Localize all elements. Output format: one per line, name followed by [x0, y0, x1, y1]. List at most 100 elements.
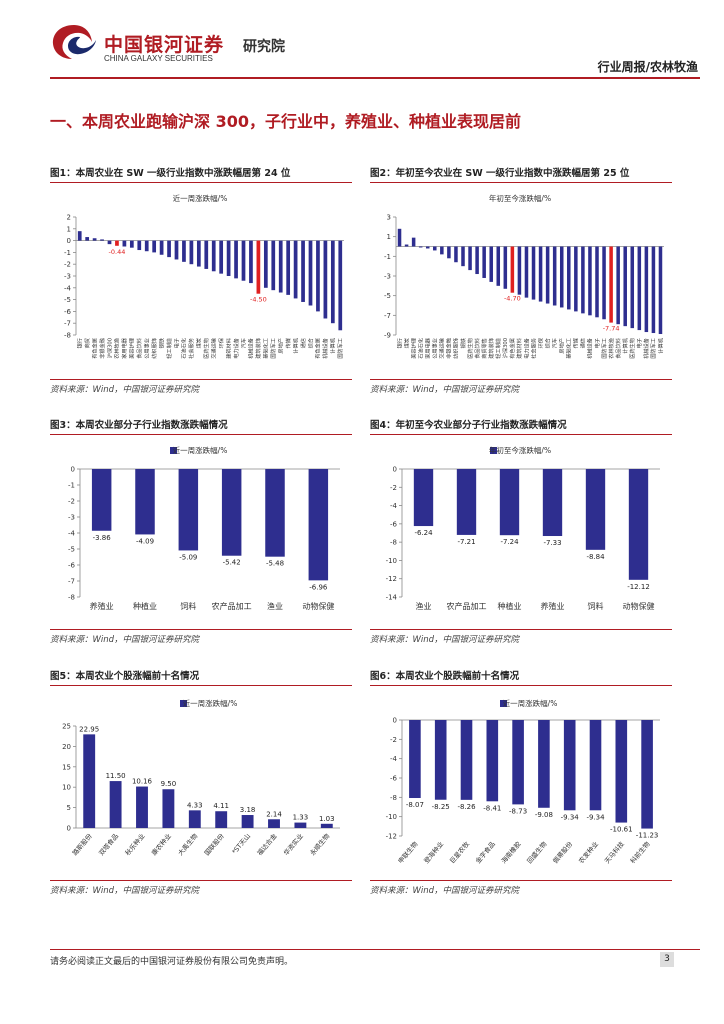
data-label: -8.73: [509, 807, 527, 815]
page-header: 中国银河证券 CHINA GALAXY SECURITIES 研究院 行业周报/…: [0, 0, 724, 80]
bar: [595, 246, 599, 318]
bar: [256, 240, 261, 294]
report-type: 行业周报/农林牧渔: [597, 60, 698, 74]
header-divider: [50, 77, 700, 79]
category-label: 农林牧渔: [113, 338, 121, 359]
bar: [589, 720, 602, 811]
bar: [644, 246, 649, 333]
bar: [215, 811, 228, 828]
data-label: -5.48: [266, 560, 284, 568]
bar: [489, 246, 493, 282]
y-tick-label: -7: [384, 312, 391, 320]
bar: [637, 246, 642, 331]
y-tick-label: -3: [384, 273, 391, 281]
y-tick-label: 3: [387, 214, 391, 222]
bar: [460, 720, 473, 800]
category-label: 基础化工: [262, 338, 270, 359]
y-tick-label: -7: [64, 320, 71, 328]
bar: [268, 819, 280, 828]
category-label: 沪深300: [501, 338, 509, 358]
category-label: 社会服务: [529, 338, 537, 359]
bar: [226, 240, 231, 276]
category-label: 医药生物: [202, 338, 210, 359]
bar: [588, 246, 592, 316]
data-label: -10.61: [610, 826, 633, 834]
chart-4: 年初至今涨跌幅/% 0 -2 -4 -6 -8 -10 -12 -14 渔业 -6.24 农产品加工 -…: [386, 445, 660, 611]
category-label: 回盛生物: [525, 839, 549, 865]
company-name-cn: 中国银河证券: [104, 34, 225, 56]
data-label: -3.86: [93, 534, 112, 542]
data-label: -8.84: [586, 553, 605, 561]
bar: [107, 240, 112, 245]
bar: [136, 786, 148, 828]
bar: [162, 789, 175, 828]
category-label: 公用事业: [431, 338, 439, 359]
y-tick-label: -8: [64, 332, 71, 340]
category-label: 通信: [299, 338, 307, 348]
bar: [447, 246, 451, 259]
category-label: 农林牧渔: [607, 338, 615, 359]
category-label: 永顺生物: [308, 831, 332, 857]
category-label: 动物保健: [302, 601, 334, 611]
category-label: 天马科技: [602, 839, 626, 865]
bar: [482, 246, 486, 278]
category-label: 农产品加工: [447, 601, 487, 611]
y-tick-label: 1: [387, 233, 391, 241]
category-label: 电子: [593, 338, 601, 348]
category-label: 社会服务: [187, 338, 195, 359]
bar: [122, 240, 127, 247]
figure-source: 资料来源：Wind，中国银河证券研究院: [50, 629, 352, 645]
y-tick-label: 5: [67, 804, 71, 812]
y-tick-label: -6: [68, 562, 76, 570]
y-tick-label: 20: [62, 743, 71, 751]
legend-label: 近一周涨跌幅/%: [183, 698, 238, 708]
bar: [301, 240, 305, 302]
category-label: 国联股份: [202, 831, 226, 857]
category-label: 有色金属: [508, 338, 516, 359]
y-tick-label: 0: [71, 466, 75, 474]
company-name-en: CHINA GALAXY SECURITIES: [104, 54, 213, 63]
chart-2: 年初至今涨跌幅/% 3 1 -1 -3 -5 -7 -9 银行 煤炭 美容护理 石油石化 家用电器 公用事…: [384, 193, 664, 359]
category-label: 国防军工: [600, 338, 608, 359]
bar: [503, 246, 508, 289]
bar: [159, 240, 164, 255]
category-label: 饲料: [588, 601, 604, 611]
category-label: 家用电器: [120, 337, 128, 359]
category-label: 养殖业: [541, 601, 565, 611]
y-tick-label: -8: [390, 794, 397, 802]
y-tick-label: -4: [68, 530, 76, 538]
figure-title: 图4：年初至今农业部分子行业指数涨跌幅情况: [370, 419, 672, 435]
y-tick-label: -1: [384, 253, 391, 261]
category-label: 美容护理: [128, 337, 136, 359]
category-label: 海南橡胶: [499, 839, 523, 865]
y-tick-label: 0: [67, 237, 71, 245]
highlight-label: -7.74: [603, 325, 620, 333]
category-label: 综合: [306, 337, 314, 348]
bar: [468, 246, 472, 271]
y-tick-label: -1: [68, 482, 75, 490]
category-label: 机械设备: [586, 337, 594, 359]
category-label: 动物保健: [623, 601, 655, 611]
data-label: 4.33: [187, 801, 203, 809]
y-tick-label: 2: [67, 214, 71, 222]
data-label: -7.33: [543, 539, 561, 547]
category-label: 国防军工: [336, 338, 344, 359]
bar: [651, 246, 656, 334]
category-label: 建筑装饰: [487, 338, 495, 359]
category-label: 美容护理: [409, 337, 417, 359]
bar: [92, 238, 97, 241]
y-tick-label: -6: [64, 308, 72, 316]
category-label: 沪深300: [105, 338, 113, 358]
category-label: 有色金属: [90, 338, 98, 359]
category-label: 钢铁: [459, 338, 467, 348]
bar: [286, 240, 291, 295]
category-label: 纺织服饰: [150, 338, 158, 359]
figure-6: 图6：本周农业个股跌幅前十名情况 近一周涨跌幅/% 0 -2 -4 -6 -8 -10 -12…: [370, 670, 672, 896]
category-label: 福达合金: [255, 831, 279, 857]
bar: [91, 469, 112, 531]
bar: [109, 781, 122, 828]
bar: [512, 720, 524, 805]
category-label: 计算机: [291, 337, 299, 353]
bar: [77, 231, 82, 241]
